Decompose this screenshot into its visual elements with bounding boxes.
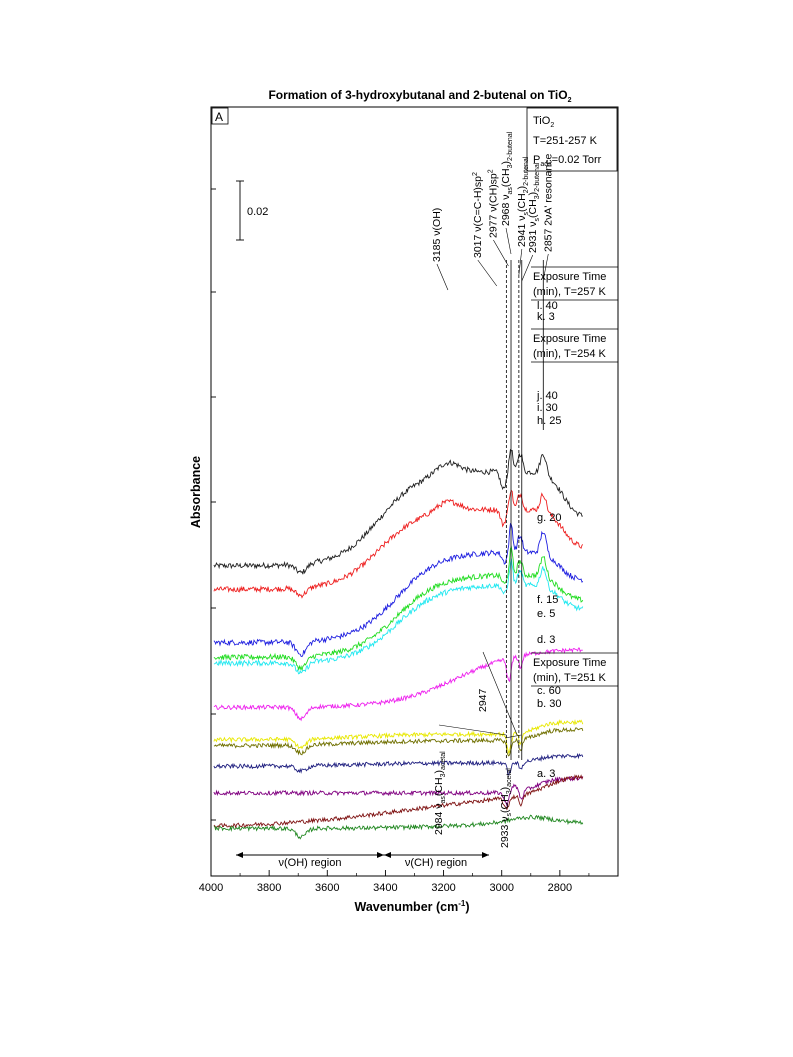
x-tick-label-3000: 3000 [489,882,513,894]
info-box-temperature: T=251-257 K [533,135,598,147]
peak-leader-3017 [477,259,498,287]
scale-bar: 0.02 [236,180,268,241]
spectra-traces [213,448,584,840]
trace-l40 [213,448,583,575]
series-label-a3: a. 3 [537,768,555,780]
peak-label-2968: 2968 νas(CH3)2-butenal [500,131,514,226]
acetal-leader-2947 [482,651,518,736]
peak-leader-2931 [521,254,534,282]
series-label-g20: g. 20 [537,512,561,524]
series-label-c60: c. 60 [537,685,561,697]
trace-f15 [213,719,584,755]
trace-h25 [213,558,584,675]
plot-frame [210,106,619,877]
group-line2-0: (min), T=257 K [533,286,607,298]
trace-k3 [213,489,584,599]
trace-c60 [213,775,584,807]
acetal-label-2933: 2933 νs(CH3)acetal [499,768,513,848]
group-line1-1: Exposure Time [533,333,606,345]
x-axis-ticks: 4000 3800 3600 3400 3200 3000 2800 [199,870,590,894]
scale-bar-label: 0.02 [247,206,268,218]
series-labels: l. 40k. 3 j. 40i. 30h. 25 g. 20 f. 15 e. 5 d.… [536,300,561,780]
series-label-h25: h. 25 [537,415,561,427]
trace-a3 [213,814,584,840]
peak-leader-2977 [493,239,509,267]
info-box-substrate: TiO2 [533,115,554,129]
trace-i30 [213,545,584,672]
peak-leader-3185 [436,263,449,291]
peak-label-2857: 2857 2νA' resonance [542,154,554,252]
x-tick-label-3400: 3400 [373,882,397,894]
group-line2-1: (min), T=254 K [533,348,607,360]
trace-g20 [213,647,583,722]
oh-region-label: ν(OH) region [279,857,342,869]
chart-title: Formation of 3-hydroxybutanal and 2-bute… [268,88,571,104]
acetal-label-2984: 2984 νas(CH3)acetal [433,751,447,835]
series-label-k3: k. 3 [537,311,555,323]
region-arrows: ν(OH) region ν(CH) region [236,852,489,869]
panel-label: A [215,110,223,124]
trace-d3 [213,752,584,777]
trace-b30 [213,774,584,830]
x-tick-label-4000: 4000 [199,882,223,894]
series-label-l40: l. 40 [537,300,558,312]
peak-label-2977: 2977 ν(CH)sp2 [487,169,499,238]
y-axis-ticks [211,188,216,821]
series-label-e5: e. 5 [537,608,555,620]
peak-labels: 3185 ν(OH) 3017 ν(C=C-H)sp2 2977 ν(CH)sp22… [431,131,554,848]
peak-label-3017: 3017 ν(C=C-H)sp2 [472,172,484,258]
peak-leader-2941 [518,248,523,276]
series-label-b30: b. 30 [537,698,561,710]
peak-leader-2968 [505,227,512,255]
x-tick-label-3800: 3800 [257,882,281,894]
info-box-pressure: Pads=0.02 Torr [533,154,602,168]
x-tick-label-3600: 3600 [315,882,339,894]
x-tick-label-2800: 2800 [548,882,572,894]
series-label-j40: j. 40 [536,390,558,402]
peak-reference-lines [505,260,544,760]
trace-j40 [213,522,584,658]
acetal-leader-2984 [438,724,507,736]
series-label-i30: i. 30 [537,402,558,414]
exposure-group-boxes: Exposure Time (min), T=257 K Exposure Time… [531,266,618,687]
peak-label-2941: 2941 νs(CH2)2-butenal [516,156,530,247]
info-box: TiO2 T=251-257 K Pads=0.02 Torr [526,107,618,172]
y-axis-label: Absorbance [189,456,203,528]
series-label-d3: d. 3 [537,634,555,646]
x-axis-label: Wavenumber (cm-1) [354,899,469,914]
series-label-f15: f. 15 [537,594,558,606]
acetal-leader-2933 [504,734,522,739]
peak-label-2931: 2931 νs(CH3)2-butenal [527,162,541,253]
acetal-label-2947: 2947 [477,688,489,712]
ch-region-label: ν(CH) region [405,857,467,869]
trace-e5 [213,727,584,757]
x-tick-label-3200: 3200 [431,882,455,894]
group-line1-2: Exposure Time [533,657,606,669]
group-line2-2: (min), T=251 K [533,672,607,684]
peak-label-3185: 3185 ν(OH) [431,208,443,262]
panel-label-box [211,107,229,125]
group-line1-0: Exposure Time [533,271,606,283]
